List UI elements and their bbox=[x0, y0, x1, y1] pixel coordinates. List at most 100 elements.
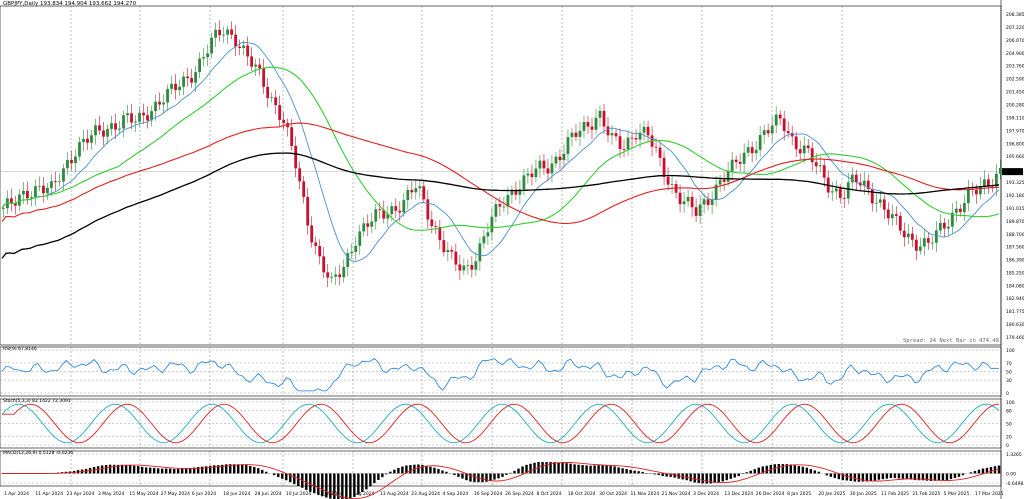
bull-candle bbox=[506, 194, 510, 207]
bull-candle bbox=[582, 122, 586, 131]
bear-candle bbox=[458, 264, 462, 271]
bull-candle bbox=[78, 142, 81, 157]
bull-candle bbox=[198, 58, 201, 73]
bull-candle bbox=[774, 114, 778, 126]
bull-candle bbox=[134, 121, 137, 123]
date-axis-label: 26 Sep 2024 bbox=[505, 491, 534, 497]
bull-candle bbox=[478, 243, 482, 262]
bear-candle bbox=[658, 147, 662, 158]
rsi-label: RSI(9) 67.8146 bbox=[3, 347, 37, 352]
bull-candle bbox=[90, 135, 93, 143]
bear-candle bbox=[454, 251, 458, 265]
date-axis-label: 16 Sep 2024 bbox=[474, 491, 503, 497]
bear-candle bbox=[434, 226, 438, 227]
bull-candle bbox=[446, 249, 450, 253]
bear-candle bbox=[382, 209, 386, 219]
date-axis-label: 27 May 2024 bbox=[161, 491, 190, 497]
date-axis-label: 8 Oct 2024 bbox=[536, 491, 561, 497]
bull-candle bbox=[954, 208, 958, 213]
bear-candle bbox=[734, 159, 738, 162]
bull-candle bbox=[214, 29, 218, 38]
bull-candle bbox=[742, 152, 746, 164]
bull-candle bbox=[890, 214, 894, 219]
bear-candle bbox=[250, 56, 254, 67]
bull-candle bbox=[846, 182, 850, 199]
current-price-tag bbox=[1002, 168, 1023, 176]
bull-candle bbox=[170, 83, 173, 89]
bull-candle bbox=[746, 147, 750, 153]
bear-candle bbox=[174, 83, 177, 91]
price-axis-label: 207.220 bbox=[1006, 25, 1024, 31]
date-axis-label: 18 Jun 2024 bbox=[223, 491, 250, 497]
bull-candle bbox=[702, 199, 706, 205]
bull-candle bbox=[354, 245, 358, 252]
date-axis-label: 10 Jul 2024 bbox=[286, 491, 312, 497]
bull-candle bbox=[194, 72, 197, 83]
bull-candle bbox=[726, 171, 730, 182]
date-axis-label: 5 Mar 2025 bbox=[944, 491, 970, 497]
price-axis-label: 188.700 bbox=[1006, 232, 1024, 238]
bear-candle bbox=[246, 45, 250, 57]
rsi-axis-label: 100 bbox=[1006, 348, 1015, 354]
bear-candle bbox=[14, 203, 17, 206]
bull-candle bbox=[210, 37, 214, 54]
bull-candle bbox=[202, 57, 206, 59]
ma-mid-line bbox=[1, 66, 1000, 231]
bull-candle bbox=[94, 125, 97, 136]
bear-candle bbox=[514, 189, 518, 195]
bull-candle bbox=[118, 128, 121, 130]
date-axis-label: 3 May 2024 bbox=[98, 491, 125, 497]
bear-candle bbox=[318, 245, 322, 257]
bear-candle bbox=[750, 147, 754, 154]
bull-candle bbox=[538, 160, 542, 169]
bull-candle bbox=[922, 238, 926, 247]
bull-candle bbox=[594, 117, 598, 130]
bear-candle bbox=[814, 162, 818, 167]
bull-candle bbox=[718, 179, 722, 185]
date-axis-label: 23 Apr 2024 bbox=[67, 491, 95, 497]
rsi-axis-label: 30 bbox=[1006, 378, 1012, 384]
rsi-axis-label: 50 bbox=[1006, 370, 1012, 376]
bull-candle bbox=[686, 196, 690, 202]
bear-candle bbox=[842, 197, 846, 199]
bear-candle bbox=[542, 160, 546, 169]
bear-candle bbox=[238, 46, 242, 49]
bear-candle bbox=[102, 130, 105, 137]
bear-candle bbox=[546, 168, 550, 174]
price-axis-label: 195.660 bbox=[1006, 154, 1024, 160]
bull-candle bbox=[946, 226, 950, 229]
bull-candle bbox=[38, 185, 41, 187]
bull-candle bbox=[30, 197, 33, 199]
price-axis-label: 189.870 bbox=[1006, 219, 1024, 225]
bear-candle bbox=[678, 192, 682, 205]
bear-candle bbox=[398, 210, 402, 213]
stoch-axis-label: 20 bbox=[1006, 434, 1012, 440]
bear-candle bbox=[838, 188, 842, 198]
bull-candle bbox=[74, 156, 77, 164]
bull-candle bbox=[950, 212, 954, 227]
bear-candle bbox=[450, 249, 454, 252]
bear-candle bbox=[26, 190, 29, 199]
bull-candle bbox=[406, 189, 410, 201]
price-axis-label: 184.080 bbox=[1006, 283, 1024, 289]
bear-candle bbox=[158, 101, 161, 105]
bull-candle bbox=[510, 189, 514, 195]
bear-candle bbox=[306, 197, 310, 226]
bear-candle bbox=[786, 131, 790, 134]
bull-candle bbox=[362, 223, 366, 232]
bull-candle bbox=[730, 159, 734, 172]
stoch-axis-label: 80 bbox=[1006, 409, 1012, 415]
price-axis-label: 193.325 bbox=[1006, 180, 1024, 186]
bear-candle bbox=[10, 198, 13, 204]
bear-candle bbox=[914, 239, 918, 251]
price-axis-label: 187.560 bbox=[1006, 245, 1024, 251]
bear-candle bbox=[114, 123, 117, 130]
bull-candle bbox=[522, 175, 526, 190]
bear-candle bbox=[778, 114, 782, 119]
bear-candle bbox=[186, 76, 189, 79]
bear-candle bbox=[54, 181, 57, 183]
bear-candle bbox=[142, 112, 145, 116]
symbol-header: GBPJPY,Daily 193.834 194.904 193.662 194… bbox=[3, 1, 137, 7]
bull-candle bbox=[482, 236, 486, 244]
